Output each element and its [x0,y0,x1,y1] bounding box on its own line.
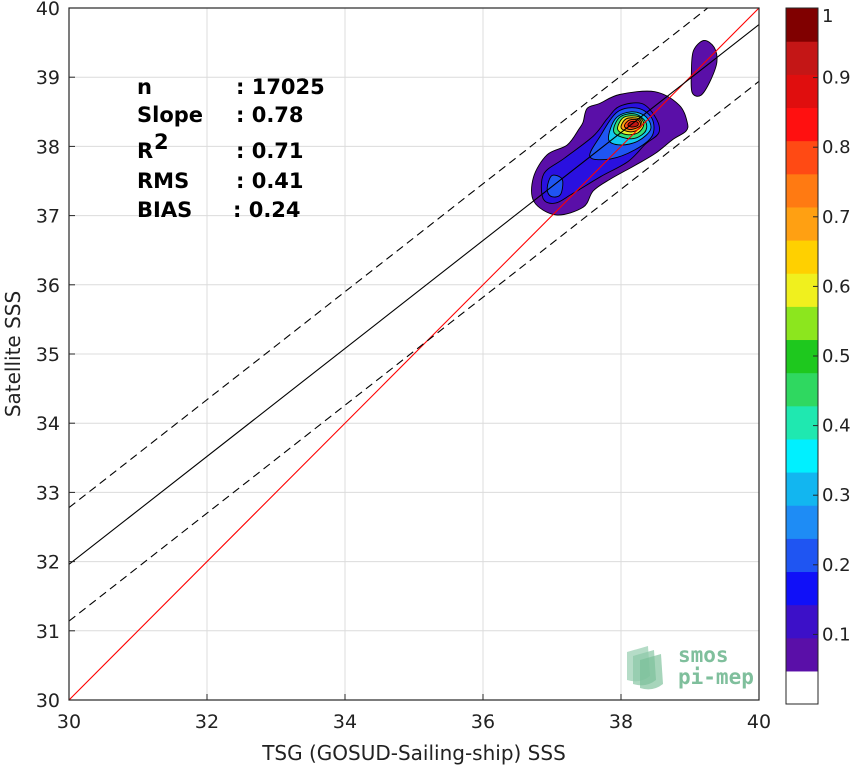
y-tick-label: 37 [36,206,60,228]
statistics-box: n : 17025 Slope : 0.78 R 2 : 0.71 RMS : 0.41 BIAS… [137,75,325,222]
smos-pi-mep-logo: smos pi-mep [627,643,754,690]
density-contours [531,40,718,216]
colorbar-segment [786,571,818,606]
logo-text-smos: smos [678,643,729,667]
logo-text-pi-mep: pi-mep [678,665,754,689]
colorbar-segment [786,438,818,473]
y-tick-label: 39 [36,67,60,89]
stat-label-superscript: 2 [154,130,169,154]
colorbar-tick-label: 0.7 [822,207,851,228]
colorbar-segment [786,604,818,639]
colorbar-tick-label: 0.1 [822,624,851,645]
colorbar-tick-label: 0.2 [822,555,851,576]
colorbar-tick-label: 1 [822,6,833,27]
stat-label: BIAS [137,198,192,222]
y-tick-label: 30 [36,690,60,712]
x-tick-label: 40 [747,711,771,733]
logo-mark-icon [627,646,663,690]
stat-label: Slope [137,103,203,127]
colorbar-segment [786,240,818,274]
stat-value: : 0.24 [233,198,301,222]
stat-label: RMS [137,169,189,193]
stat-label: R [137,139,153,163]
stat-value: : 0.71 [236,139,304,163]
colorbar-segment [786,472,818,506]
colorbar-segment [786,637,818,672]
stat-label: n [137,75,152,99]
y-tick-label: 31 [36,621,60,643]
y-tick-label: 32 [36,552,60,574]
x-axis-ticks: 30 32 34 36 38 40 [57,694,771,733]
colorbar-tick-label: 0.9 [822,68,851,89]
x-tick-label: 30 [57,711,81,733]
colorbar-segment [786,173,818,208]
colorbar-tick-label: 0.5 [822,346,851,367]
x-tick-label: 36 [471,711,495,733]
colorbar: 0.1 0.2 0.3 0.4 0.5 0.6 0.7 0.8 0.9 1 [785,6,851,705]
grid [69,8,759,700]
reference-lines [69,8,759,700]
y-axis-title: Satellite SSS [1,291,25,417]
y-tick-label: 36 [36,275,60,297]
colorbar-segment [786,140,818,175]
density-contour-0.2 [546,174,564,198]
colorbar-segment [786,339,818,374]
reference-line-upper [69,8,709,509]
colorbar-segment [786,206,818,241]
plot-area: smos pi-mep n : 17025 Slope : 0.78 R 2 : 0.71 R… [68,7,760,701]
x-tick-label: 34 [333,711,357,733]
colorbar-segment [786,372,818,407]
colorbar-tick-label: 0.6 [822,276,851,297]
y-tick-label: 33 [36,482,60,504]
reference-line-regression [69,24,759,565]
colorbar-segment [786,505,818,539]
colorbar-tick-label: 0.4 [822,416,851,437]
y-tick-label: 35 [36,344,60,366]
y-tick-label: 34 [36,413,60,435]
colorbar-segment [786,74,818,109]
colorbar-segment [786,41,818,75]
x-tick-label: 32 [195,711,219,733]
colorbar-segment [786,273,818,307]
stat-value: : 17025 [236,75,325,99]
stat-value: : 0.41 [236,169,304,193]
x-tick-label: 38 [609,711,633,733]
colorbar-segment [786,538,818,573]
colorbar-segment [786,8,818,42]
y-tick-label: 38 [36,136,60,158]
colorbar-segment [786,670,818,705]
colorbar-tick-label: 0.3 [822,485,851,506]
colorbar-segment [786,306,818,341]
y-axis-ticks: 30 31 32 33 34 35 36 37 38 39 40 [36,0,75,712]
colorbar-tick-label: 0.8 [822,137,851,158]
stat-value: : 0.78 [236,103,304,127]
colorbar-segment [786,405,818,440]
reference-line-11 [69,8,759,700]
reference-line-lower [69,80,759,622]
density-contour-0.05 [690,40,718,97]
y-tick-label: 40 [36,0,60,20]
x-axis-title: TSG (GOSUD-Sailing-ship) SSS [261,741,566,765]
colorbar-segment [786,107,818,142]
